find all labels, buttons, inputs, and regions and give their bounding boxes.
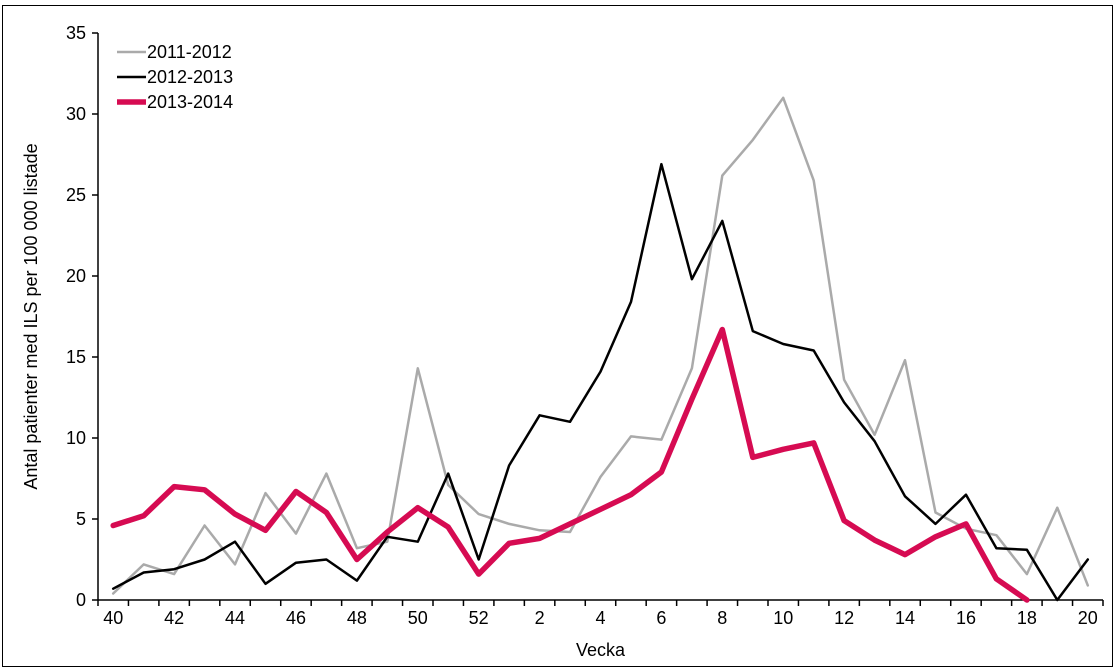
x-tick-label: 20 [1078, 608, 1098, 628]
x-tick-label: 16 [956, 608, 976, 628]
x-tick-label: 6 [656, 608, 666, 628]
y-tick-label: 35 [66, 23, 86, 43]
series-line-2013-2014 [110, 326, 1030, 603]
x-tick-label: 40 [103, 608, 123, 628]
x-tick-label: 52 [469, 608, 489, 628]
y-axis: 0 5 10 15 20 25 30 35 [66, 23, 99, 610]
series-line-2012-2013 [111, 162, 1090, 602]
x-tick-label: 44 [225, 608, 245, 628]
x-axis-title: Vecka [576, 640, 626, 660]
x-tick-label: 8 [717, 608, 727, 628]
x-tick-label: 4 [595, 608, 605, 628]
y-tick-label: 30 [66, 104, 86, 124]
y-axis-title: Antal patienter med ILS per 100 000 list… [21, 143, 41, 489]
legend-label-2011-2012: 2011-2012 [147, 42, 232, 62]
y-tick-label: 5 [76, 509, 86, 529]
x-tick-label: 12 [834, 608, 854, 628]
x-tick-label: 48 [347, 608, 367, 628]
x-tick-label: 14 [895, 608, 915, 628]
series-lines [110, 96, 1090, 603]
legend-label-2013-2014: 2013-2014 [147, 92, 233, 112]
y-tick-label: 25 [66, 185, 86, 205]
y-tick-label: 10 [66, 428, 86, 448]
x-axis: 40 42 44 46 48 50 52 2 4 6 8 10 12 14 16 18 20 [97, 599, 1104, 628]
x-tick-label: 50 [408, 608, 428, 628]
chart-frame: 0 5 10 15 20 25 30 35 40 42 44 46 48 50 52 2 4 6 8 10 12 14 1… [2, 5, 1113, 667]
y-tick-label: 20 [66, 266, 86, 286]
series-line-2011-2012 [111, 96, 1090, 595]
x-tick-label: 46 [286, 608, 306, 628]
x-tick-label: 2 [535, 608, 545, 628]
x-tick-label: 10 [773, 608, 793, 628]
y-tick-label: 15 [66, 347, 86, 367]
y-tick-label: 0 [76, 590, 86, 610]
x-tick-label: 18 [1017, 608, 1037, 628]
legend-label-2012-2013: 2012-2013 [147, 67, 233, 87]
x-tick-label: 42 [164, 608, 184, 628]
legend: 2011-2012 2012-2013 2013-2014 [117, 42, 233, 112]
